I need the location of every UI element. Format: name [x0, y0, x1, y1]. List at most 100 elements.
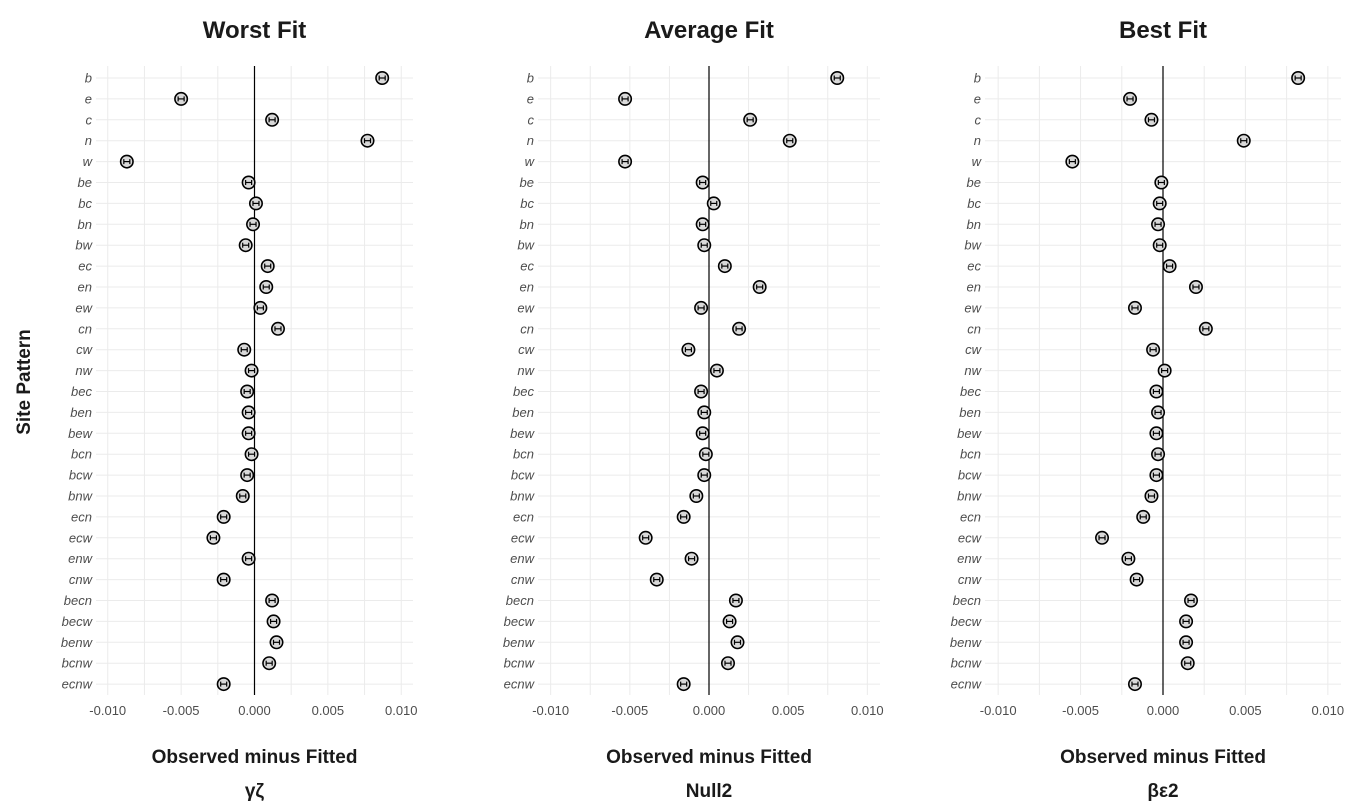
x-tick-label: -0.010 — [89, 703, 126, 718]
y-tick-label: cw — [76, 342, 94, 357]
y-tick-label: nw — [964, 363, 982, 378]
y-tick-label: bc — [967, 196, 981, 211]
y-tick-label: cw — [518, 342, 536, 357]
y-tick-label: b — [527, 71, 534, 86]
y-tick-label: nw — [75, 363, 93, 378]
y-tick-label: cnw — [958, 572, 983, 587]
y-tick-label: cw — [965, 342, 983, 357]
y-tick-label: e — [85, 91, 92, 106]
x-tick-label: -0.010 — [980, 703, 1017, 718]
y-tick-label: bew — [957, 426, 982, 441]
y-tick-label: cnw — [511, 572, 536, 587]
y-tick-label: ecn — [71, 509, 92, 524]
y-tick-label: en — [520, 280, 534, 295]
y-tick-label: n — [974, 133, 981, 148]
y-tick-label: enw — [510, 551, 535, 566]
y-tick-label: ew — [75, 300, 93, 315]
y-tick-label: cn — [967, 321, 981, 336]
y-tick-label: bec — [513, 384, 534, 399]
y-tick-label: ew — [517, 300, 535, 315]
y-tick-label: ben — [512, 405, 534, 420]
y-axis-label: Site Pattern — [14, 329, 35, 435]
y-tick-label: ecw — [69, 530, 94, 545]
y-tick-label: en — [967, 280, 981, 295]
y-tick-label: bcw — [69, 468, 94, 483]
x-tick-label: -0.005 — [1062, 703, 1099, 718]
y-tick-label: bew — [68, 426, 93, 441]
x-tick-label: -0.005 — [611, 703, 648, 718]
y-tick-label: enw — [68, 551, 93, 566]
y-tick-label: b — [85, 71, 92, 86]
y-tick-label: be — [520, 175, 534, 190]
x-tick-label: 0.005 — [772, 703, 805, 718]
x-axis-label: Observed minus Fitted — [152, 747, 358, 768]
y-tick-label: becw — [62, 614, 94, 629]
y-tick-label: bn — [78, 217, 92, 232]
y-tick-label: bcn — [960, 447, 981, 462]
y-tick-label: ec — [78, 259, 92, 274]
y-tick-label: en — [78, 280, 92, 295]
y-tick-label: bcnw — [951, 656, 983, 671]
y-tick-label: cn — [78, 321, 92, 336]
y-tick-label: bw — [964, 238, 982, 253]
panel-title: Worst Fit — [203, 17, 307, 44]
y-tick-label: ecw — [958, 530, 983, 545]
y-tick-label: c — [975, 112, 982, 127]
y-tick-label: c — [528, 112, 535, 127]
y-tick-label: bw — [75, 238, 93, 253]
y-tick-label: w — [525, 154, 536, 169]
y-tick-label: w — [972, 154, 983, 169]
x-axis-label: Observed minus Fitted — [1060, 747, 1266, 768]
panel-title: Average Fit — [644, 17, 774, 44]
y-tick-label: ben — [70, 405, 92, 420]
panel-title: Best Fit — [1119, 17, 1207, 44]
y-tick-label: bc — [520, 196, 534, 211]
y-tick-label: ecnw — [62, 677, 94, 692]
y-tick-label: bn — [967, 217, 981, 232]
x-axis-label: Observed minus Fitted — [606, 747, 812, 768]
y-tick-label: be — [78, 175, 92, 190]
y-tick-label: bcnw — [62, 656, 94, 671]
x-tick-label: 0.000 — [238, 703, 271, 718]
y-tick-label: bnw — [68, 489, 93, 504]
y-tick-label: n — [527, 133, 534, 148]
y-tick-label: bcw — [511, 468, 536, 483]
y-tick-label: be — [967, 175, 981, 190]
y-tick-label: ecn — [960, 509, 981, 524]
y-tick-label: n — [85, 133, 92, 148]
y-tick-label: ecw — [511, 530, 536, 545]
x-tick-label: 0.010 — [851, 703, 884, 718]
x-tick-label: 0.000 — [1147, 703, 1180, 718]
y-tick-label: nw — [517, 363, 535, 378]
y-tick-label: becw — [951, 614, 983, 629]
x-tick-label: 0.005 — [1229, 703, 1262, 718]
y-tick-label: ew — [964, 300, 982, 315]
y-tick-label: bcnw — [504, 656, 536, 671]
y-tick-label: bcn — [513, 447, 534, 462]
y-tick-label: w — [83, 154, 94, 169]
y-tick-label: enw — [957, 551, 982, 566]
y-tick-label: ecnw — [504, 677, 536, 692]
x-tick-label: -0.010 — [532, 703, 569, 718]
y-tick-label: ben — [959, 405, 981, 420]
y-tick-label: becw — [504, 614, 536, 629]
y-tick-label: cn — [520, 321, 534, 336]
y-tick-label: b — [974, 71, 981, 86]
x-tick-label: 0.010 — [1312, 703, 1345, 718]
y-tick-label: c — [86, 112, 93, 127]
y-tick-label: bnw — [510, 489, 535, 504]
y-tick-label: ec — [967, 259, 981, 274]
y-tick-label: bc — [78, 196, 92, 211]
x-tick-label: 0.005 — [312, 703, 345, 718]
y-tick-label: e — [527, 91, 534, 106]
panel-subtitle: Null2 — [686, 781, 732, 802]
x-tick-label: -0.005 — [163, 703, 200, 718]
panel-subtitle: γζ — [245, 781, 265, 802]
y-tick-label: bew — [510, 426, 535, 441]
y-tick-label: ecn — [513, 509, 534, 524]
y-tick-label: bcw — [958, 468, 983, 483]
y-tick-label: bec — [960, 384, 981, 399]
y-tick-label: ec — [520, 259, 534, 274]
y-tick-label: becn — [953, 593, 981, 608]
y-tick-label: bw — [517, 238, 535, 253]
